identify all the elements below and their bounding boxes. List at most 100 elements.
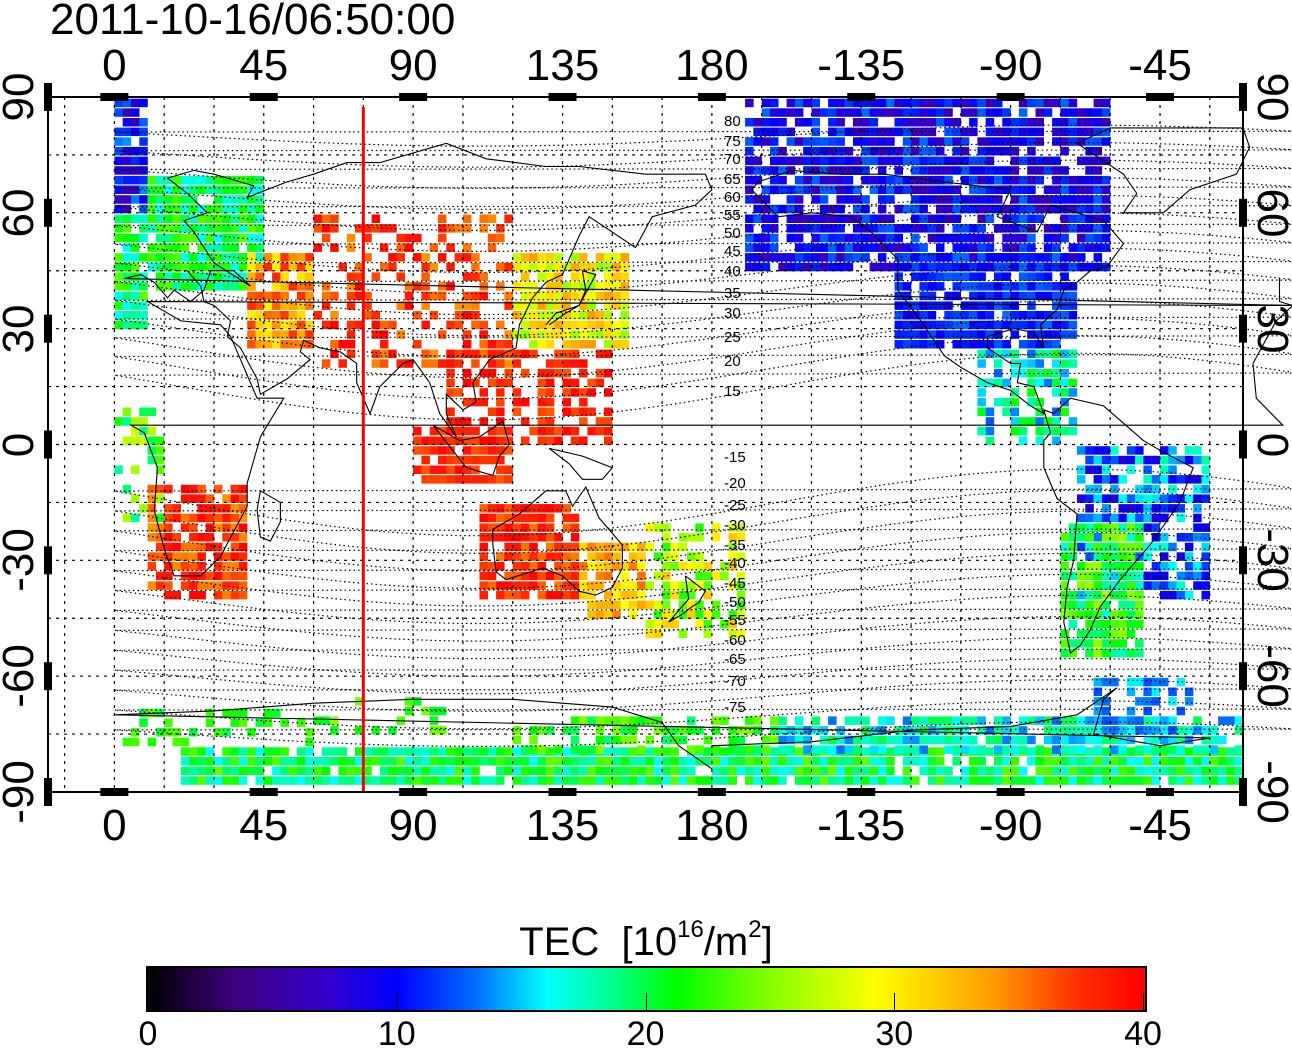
tec-cell (462, 330, 472, 339)
tec-cell (338, 262, 347, 272)
tec-cell (247, 224, 256, 233)
tec-cell (1085, 726, 1094, 735)
tec-cell (1093, 648, 1103, 658)
tec-cell (205, 494, 215, 503)
tec-cell (529, 349, 538, 359)
tec-cell (1085, 214, 1094, 223)
tec-cell (1168, 590, 1177, 600)
tec-cell (1077, 446, 1086, 455)
tec-cell (429, 757, 439, 766)
tec-cell (969, 301, 978, 310)
tec-cell (944, 291, 953, 301)
tec-cell (479, 747, 488, 756)
tec-cell (819, 146, 829, 156)
tec-cell (155, 175, 165, 185)
tec-cell (886, 156, 895, 166)
tec-cell (371, 726, 381, 735)
tec-cell (587, 590, 596, 600)
tec-cell (736, 581, 746, 590)
tec-cell (728, 735, 737, 745)
tec-cell (894, 726, 903, 735)
tec-cell (205, 571, 215, 581)
tec-cell (454, 465, 464, 474)
tec-cell (487, 581, 497, 590)
tec-cell (446, 388, 455, 397)
tec-cell (371, 776, 381, 785)
tec-cell (131, 175, 140, 185)
tec-cell (139, 166, 148, 175)
tec-cell (902, 766, 912, 776)
tec-cell (670, 757, 679, 766)
tec-cell (131, 156, 140, 166)
tec-cell (1193, 446, 1202, 455)
tec-cell (537, 301, 547, 310)
tec-cell (155, 204, 165, 214)
tec-cell (562, 320, 571, 330)
tec-cell (736, 523, 746, 532)
tec-cell (521, 533, 530, 542)
tec-cell (1077, 118, 1086, 127)
tec-cell (272, 311, 281, 320)
tec-cell (1060, 291, 1069, 301)
tec-cell (454, 417, 464, 426)
tec-cell (861, 118, 870, 127)
tec-cell (438, 706, 447, 716)
tec-cell (1010, 214, 1020, 223)
tec-cell (462, 426, 472, 436)
tec-cell (1093, 166, 1103, 175)
tec-cell (1101, 204, 1111, 214)
tec-cell (894, 745, 903, 754)
tec-cell (238, 757, 248, 766)
tec-cell (512, 311, 522, 320)
tec-cell (487, 407, 497, 416)
tec-cell (1151, 542, 1161, 552)
tec-cell (877, 766, 887, 776)
tec-cell (745, 745, 754, 754)
tec-cell (612, 291, 621, 301)
tec-cell (230, 533, 240, 542)
tec-cell (180, 175, 190, 185)
tec-cell (222, 504, 231, 513)
tec-cell (529, 253, 538, 262)
tec-cell (545, 776, 555, 785)
tec-cell (1201, 542, 1210, 552)
tec-cell (1002, 349, 1011, 359)
tec-cell (462, 224, 472, 233)
tec-cell (927, 137, 937, 146)
tec-cell (911, 195, 920, 204)
tec-cell (844, 766, 854, 776)
tec-cell (272, 272, 281, 281)
tec-cell (1135, 533, 1144, 542)
tec-cell (1093, 776, 1103, 785)
tec-cell (479, 455, 488, 465)
tec-cell (545, 340, 555, 349)
tec-cell (396, 233, 405, 243)
tec-cell (1010, 368, 1020, 378)
tec-cell (1093, 465, 1103, 474)
tec-cell (562, 542, 571, 552)
tec-cell (371, 320, 381, 330)
tec-cell (1085, 533, 1094, 542)
tec-cell (960, 716, 970, 725)
tec-cell (604, 716, 613, 725)
tec-cell (612, 735, 621, 745)
tec-cell (894, 146, 903, 156)
tec-cell (919, 735, 928, 745)
tec-cell (545, 590, 555, 600)
tec-cell (537, 272, 547, 281)
tec-cell (413, 233, 422, 243)
tec-cell (836, 766, 845, 776)
tec-cell (247, 253, 256, 262)
tec-cell (379, 262, 389, 272)
tec-cell (1085, 127, 1094, 137)
tec-cell (861, 716, 870, 725)
tec-cell (1168, 562, 1177, 571)
tec-cell (1176, 776, 1186, 785)
tec-cell (944, 766, 953, 776)
tec-cell (670, 766, 679, 776)
tec-cell (446, 757, 455, 766)
tec-cell (695, 523, 704, 532)
tec-cell (263, 757, 273, 766)
tec-cell (1077, 523, 1086, 532)
tec-cell (230, 718, 240, 727)
